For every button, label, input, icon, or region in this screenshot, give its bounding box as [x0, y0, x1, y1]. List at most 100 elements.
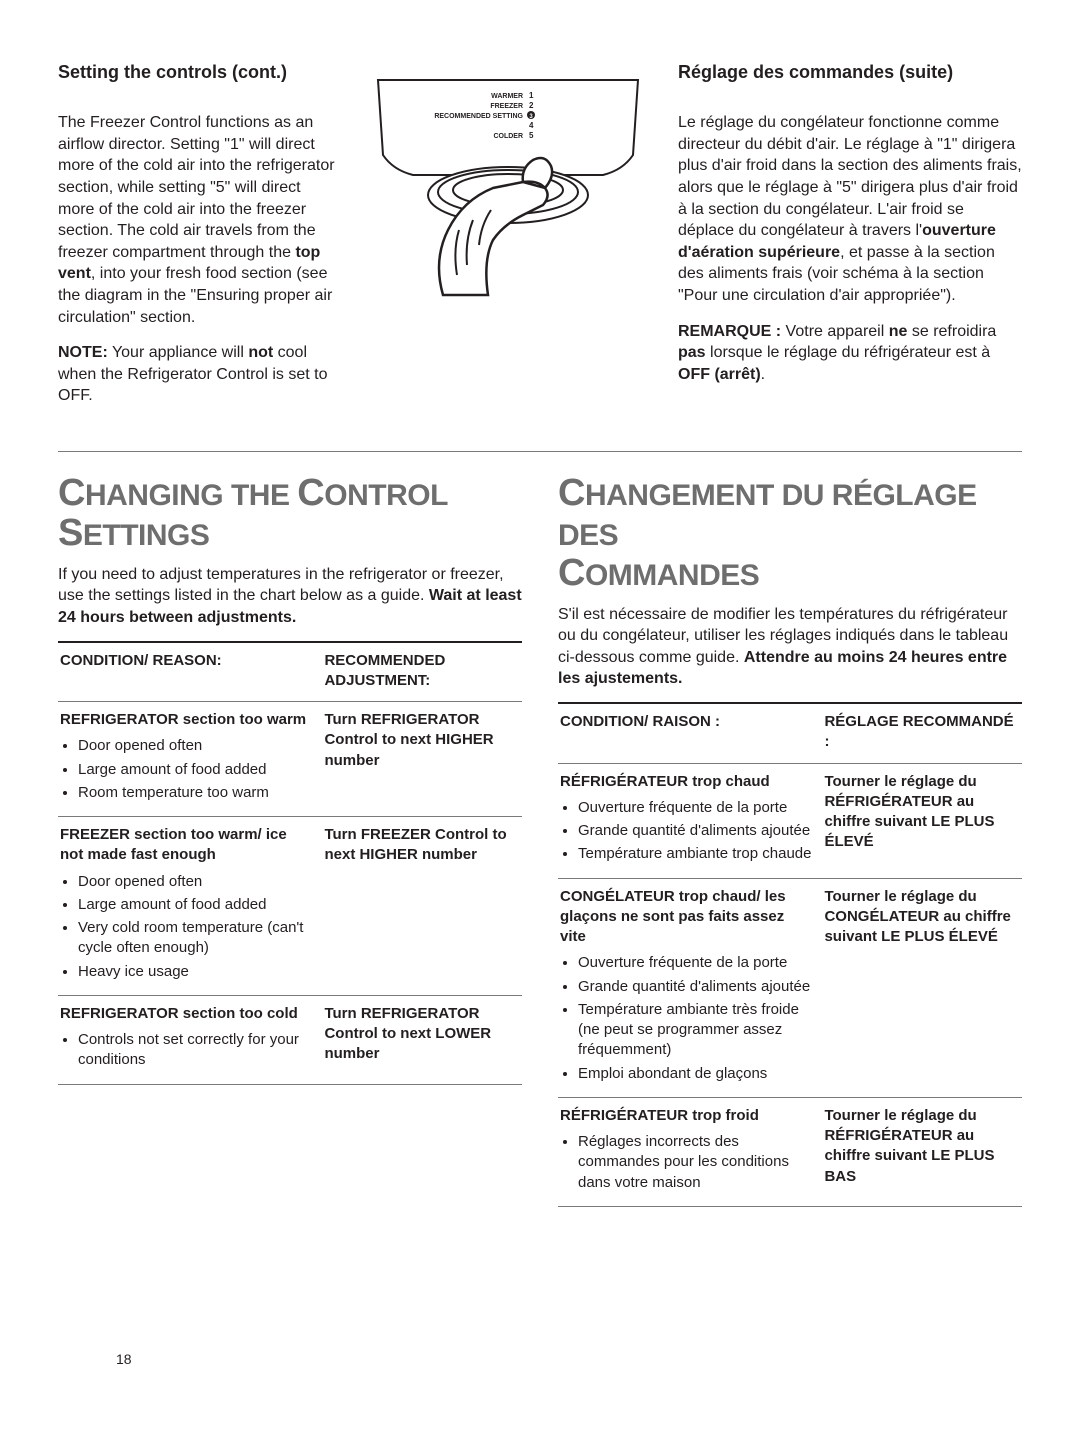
th-recommended: RÉGLAGE RECOMMANDÉ :: [822, 703, 1022, 763]
cap: C: [58, 472, 85, 514]
th-recommended: RECOMMENDED ADJUSTMENT:: [322, 642, 522, 702]
bullet-list: Réglages incorrects des commandes pour l…: [578, 1132, 812, 1193]
note-paragraph: NOTE: Your appliance will not cool when …: [58, 342, 340, 407]
condition-title: REFRIGERATOR section too warm: [60, 710, 312, 730]
cap: C: [297, 472, 324, 514]
freezer-dial-svg: WARMER FREEZER RECOMMENDED SETTING COLDE…: [373, 60, 643, 300]
list-item: Door opened often: [78, 872, 312, 892]
note-label: NOTE:: [58, 344, 108, 361]
text: Le réglage du congélateur fonctionne com…: [678, 114, 1022, 239]
table-row: RÉFRIGÉRATEUR trop froid Réglages incorre…: [558, 1097, 1022, 1206]
condition-title: RÉFRIGÉRATEUR trop froid: [560, 1106, 812, 1126]
bullet-list: Controls not set correctly for your cond…: [78, 1030, 312, 1071]
recommendation-cell: Tourner le réglage du RÉFRIGÉRATEUR au c…: [822, 1097, 1022, 1206]
list-item: Controls not set correctly for your cond…: [78, 1030, 312, 1071]
note-label: REMARQUE :: [678, 323, 781, 340]
recommendation-cell: Turn REFRIGERATOR Control to next HIGHER…: [322, 702, 522, 817]
recommendation-cell: Turn REFRIGERATOR Control to next LOWER …: [322, 995, 522, 1084]
bullet-list: Door opened often Large amount of food ad…: [78, 736, 312, 803]
list-item: Ouverture fréquente de la porte: [578, 953, 812, 973]
condition-cell: REFRIGERATOR section too warm Door opened…: [58, 702, 322, 817]
top-right-col: Réglage des commandes (suite) Le réglage…: [658, 60, 1022, 421]
rest: ETTINGS: [83, 519, 210, 552]
bold-text: OFF (arrêt): [678, 366, 761, 383]
recommendation-cell: Turn FREEZER Control to next HIGHER numb…: [322, 817, 522, 996]
text: The Freezer Control functions as an airf…: [58, 114, 335, 261]
table-row: RÉFRIGÉRATEUR trop chaud Ouverture fréque…: [558, 763, 1022, 878]
list-item: Heavy ice usage: [78, 962, 312, 982]
list-item: Grande quantité d'aliments ajoutée: [578, 977, 812, 997]
recommendation-cell: Tourner le réglage du RÉFRIGÉRATEUR au c…: [822, 763, 1022, 878]
dial-num: 1: [529, 91, 534, 100]
subheading-fr: Réglage des commandes (suite): [678, 60, 1022, 84]
bold-text: pas: [678, 344, 706, 361]
rest: ONTROL: [324, 479, 448, 512]
adjustment-table-fr: CONDITION/ RAISON : RÉGLAGE RECOMMANDÉ :…: [558, 702, 1022, 1207]
dial-num: 4: [529, 121, 534, 130]
english-column: CHANGING THE CONTROL SETTINGS If you nee…: [58, 474, 522, 1207]
text: .: [761, 366, 765, 383]
rest: OMMANDES: [585, 559, 759, 592]
bold-text: not: [248, 344, 273, 361]
condition-title: RÉFRIGÉRATEUR trop chaud: [560, 772, 812, 792]
intro-fr: S'il est nécessaire de modifier les temp…: [558, 604, 1022, 690]
condition-title: CONGÉLATEUR trop chaud/ les glaçons ne s…: [560, 887, 812, 948]
condition-cell: FREEZER section too warm/ ice not made f…: [58, 817, 322, 996]
page-number: 18: [116, 1350, 132, 1369]
list-item: Ouverture fréquente de la porte: [578, 798, 812, 818]
bullet-list: Door opened often Large amount of food ad…: [78, 872, 312, 982]
divider: [58, 451, 1022, 452]
condition-cell: CONGÉLATEUR trop chaud/ les glaçons ne s…: [558, 878, 822, 1097]
dial-num: 2: [529, 101, 534, 110]
bold-text: ne: [889, 323, 908, 340]
list-item: Large amount of food added: [78, 895, 312, 915]
table-row: CONGÉLATEUR trop chaud/ les glaçons ne s…: [558, 878, 1022, 1097]
condition-cell: RÉFRIGÉRATEUR trop chaud Ouverture fréque…: [558, 763, 822, 878]
list-item: Door opened often: [78, 736, 312, 756]
rest: HANGING THE: [85, 479, 297, 512]
list-item: Large amount of food added: [78, 760, 312, 780]
dial-num: 5: [529, 131, 534, 140]
top-section: Setting the controls (cont.) The Freezer…: [58, 60, 1022, 421]
cap: C: [558, 472, 585, 514]
bullet-list: Ouverture fréquente de la porte Grande qu…: [578, 953, 812, 1084]
list-item: Température ambiante trop chaude: [578, 844, 812, 864]
intro-en: If you need to adjust temperatures in th…: [58, 564, 522, 629]
condition-title: FREEZER section too warm/ ice not made f…: [60, 825, 312, 866]
bullet-list: Ouverture fréquente de la porte Grande qu…: [578, 798, 812, 865]
top-left-col: Setting the controls (cont.) The Freezer…: [58, 60, 358, 421]
list-item: Very cold room temperature (can't cycle …: [78, 918, 312, 959]
th-condition: CONDITION/ REASON:: [58, 642, 322, 702]
adjustment-table-en: CONDITION/ REASON: RECOMMENDED ADJUSTMEN…: [58, 641, 522, 1085]
text: , into your fresh food section (see the …: [58, 265, 332, 325]
subheading-en: Setting the controls (cont.): [58, 60, 340, 84]
list-item: Réglages incorrects des commandes pour l…: [578, 1132, 812, 1193]
section-title-en: CHANGING THE CONTROL SETTINGS: [58, 474, 522, 554]
french-column: CHANGEMENT DU RÉGLAGE DES COMMANDES S'il…: [558, 474, 1022, 1207]
text: Your appliance will: [108, 344, 249, 361]
text: lorsque le réglage du réfrigérateur est …: [706, 344, 991, 361]
condition-cell: REFRIGERATOR section too cold Controls no…: [58, 995, 322, 1084]
list-item: Emploi abondant de glaçons: [578, 1064, 812, 1084]
table-row: REFRIGERATOR section too cold Controls no…: [58, 995, 522, 1084]
page: Setting the controls (cont.) The Freezer…: [58, 60, 1022, 1397]
condition-title: REFRIGERATOR section too cold: [60, 1004, 312, 1024]
paragraph: Le réglage du congélateur fonctionne com…: [678, 112, 1022, 306]
note-paragraph: REMARQUE : Votre appareil ne se refroidi…: [678, 321, 1022, 386]
section-title-fr: CHANGEMENT DU RÉGLAGE DES COMMANDES: [558, 474, 1022, 594]
list-item: Grande quantité d'aliments ajoutée: [578, 821, 812, 841]
text: Votre appareil: [781, 323, 889, 340]
cap: C: [558, 552, 585, 594]
paragraph: The Freezer Control functions as an airf…: [58, 112, 340, 328]
th-condition: CONDITION/ RAISON :: [558, 703, 822, 763]
list-item: Température ambiante très froide (ne peu…: [578, 1000, 812, 1061]
main-two-col: CHANGING THE CONTROL SETTINGS If you nee…: [58, 474, 1022, 1207]
text: se refroidira: [907, 323, 996, 340]
dial-label: COLDER: [493, 133, 523, 140]
table-row: REFRIGERATOR section too warm Door opened…: [58, 702, 522, 817]
dial-illustration: WARMER FREEZER RECOMMENDED SETTING COLDE…: [358, 60, 658, 421]
list-item: Room temperature too warm: [78, 783, 312, 803]
dial-label: FREEZER: [490, 103, 523, 110]
dial-label: WARMER: [491, 93, 523, 100]
recommendation-cell: Tourner le réglage du CONGÉLATEUR au chi…: [822, 878, 1022, 1097]
